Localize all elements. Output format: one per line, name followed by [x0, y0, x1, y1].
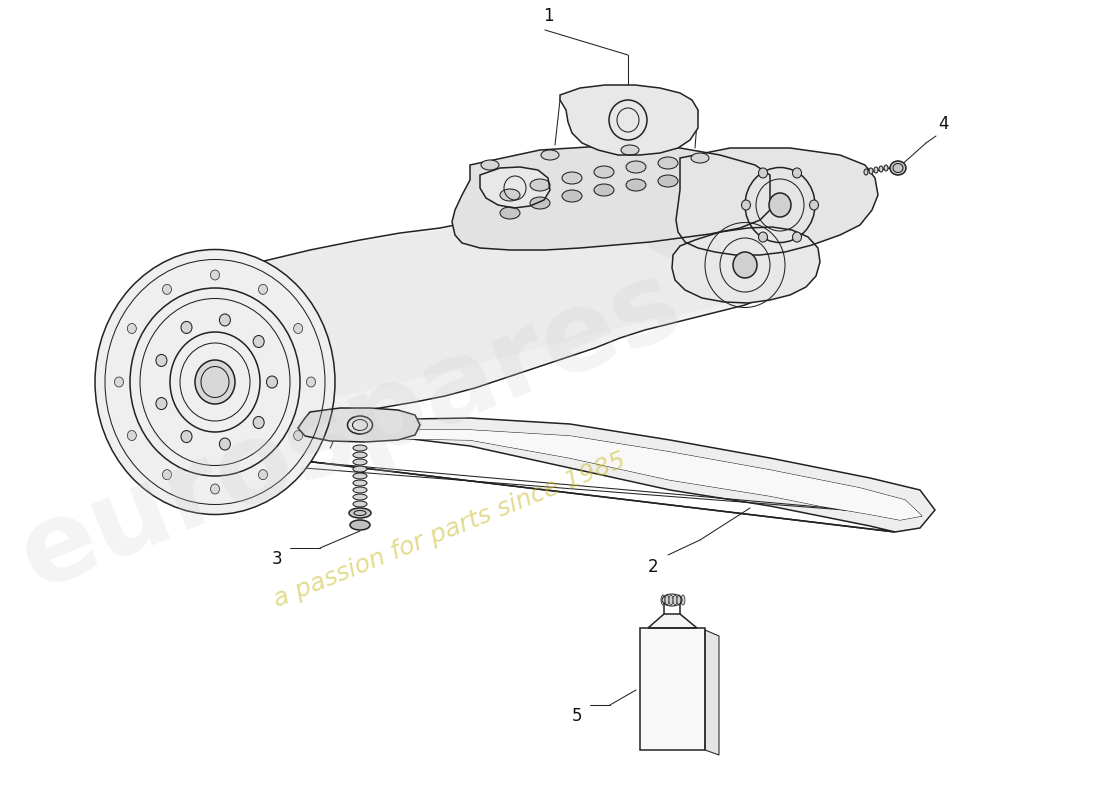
Text: a passion for parts since 1985: a passion for parts since 1985 [271, 448, 629, 612]
Ellipse shape [869, 168, 873, 174]
Ellipse shape [353, 473, 367, 479]
Polygon shape [148, 192, 800, 408]
Ellipse shape [210, 270, 220, 280]
Ellipse shape [114, 377, 123, 387]
Ellipse shape [350, 520, 370, 530]
Ellipse shape [163, 284, 172, 294]
Ellipse shape [163, 470, 172, 480]
Ellipse shape [353, 452, 367, 458]
Polygon shape [672, 227, 820, 303]
Ellipse shape [258, 284, 267, 294]
Ellipse shape [266, 376, 277, 388]
Ellipse shape [353, 466, 367, 472]
Polygon shape [640, 628, 705, 750]
Ellipse shape [810, 200, 818, 210]
Ellipse shape [681, 595, 685, 605]
Ellipse shape [626, 161, 646, 173]
Ellipse shape [353, 445, 367, 451]
Polygon shape [145, 192, 800, 415]
Ellipse shape [759, 232, 768, 242]
Ellipse shape [253, 335, 264, 347]
Ellipse shape [541, 150, 559, 160]
Polygon shape [175, 430, 922, 520]
Ellipse shape [195, 360, 235, 404]
Ellipse shape [219, 314, 230, 326]
Ellipse shape [530, 197, 550, 209]
Ellipse shape [666, 595, 669, 605]
Text: 4: 4 [938, 115, 948, 133]
Ellipse shape [500, 207, 520, 219]
Text: 5: 5 [572, 707, 582, 725]
Ellipse shape [156, 398, 167, 410]
Ellipse shape [658, 157, 678, 169]
Ellipse shape [562, 172, 582, 184]
Ellipse shape [307, 377, 316, 387]
Ellipse shape [879, 166, 883, 172]
Text: 1: 1 [542, 7, 553, 25]
Ellipse shape [210, 484, 220, 494]
Ellipse shape [741, 200, 750, 210]
Ellipse shape [353, 459, 367, 465]
Ellipse shape [594, 184, 614, 196]
Ellipse shape [353, 487, 367, 493]
Ellipse shape [874, 167, 878, 173]
Ellipse shape [294, 323, 302, 334]
Polygon shape [648, 614, 697, 628]
Ellipse shape [481, 160, 499, 170]
Ellipse shape [673, 595, 676, 605]
Text: eurospares: eurospares [4, 249, 696, 611]
Ellipse shape [95, 250, 336, 514]
Ellipse shape [890, 161, 906, 175]
Ellipse shape [658, 175, 678, 187]
Ellipse shape [294, 430, 302, 441]
Ellipse shape [182, 322, 192, 334]
Ellipse shape [500, 189, 520, 201]
Ellipse shape [530, 179, 550, 191]
Ellipse shape [353, 480, 367, 486]
Ellipse shape [864, 169, 868, 175]
Ellipse shape [562, 190, 582, 202]
Ellipse shape [733, 252, 757, 278]
Ellipse shape [626, 179, 646, 191]
Ellipse shape [353, 501, 367, 507]
Ellipse shape [792, 232, 802, 242]
Polygon shape [155, 418, 935, 532]
Polygon shape [480, 167, 550, 208]
Ellipse shape [128, 323, 136, 334]
Ellipse shape [621, 145, 639, 155]
Ellipse shape [669, 595, 673, 605]
Polygon shape [452, 145, 770, 250]
Polygon shape [298, 408, 420, 442]
Text: 3: 3 [272, 550, 282, 568]
Ellipse shape [676, 595, 681, 605]
Text: 2: 2 [648, 558, 658, 576]
Ellipse shape [353, 494, 367, 500]
Ellipse shape [769, 193, 791, 217]
Ellipse shape [219, 438, 230, 450]
Ellipse shape [661, 595, 666, 605]
Polygon shape [638, 185, 815, 263]
Ellipse shape [792, 168, 802, 178]
Ellipse shape [156, 354, 167, 366]
Bar [646, 645, 698, 705]
Ellipse shape [759, 168, 768, 178]
Ellipse shape [349, 508, 371, 518]
Polygon shape [705, 630, 719, 755]
Ellipse shape [128, 430, 136, 441]
Polygon shape [676, 148, 878, 255]
Ellipse shape [691, 153, 710, 163]
Ellipse shape [182, 430, 192, 442]
Ellipse shape [594, 166, 614, 178]
Ellipse shape [884, 165, 888, 171]
Ellipse shape [253, 417, 264, 429]
Polygon shape [560, 85, 698, 155]
Ellipse shape [258, 470, 267, 480]
